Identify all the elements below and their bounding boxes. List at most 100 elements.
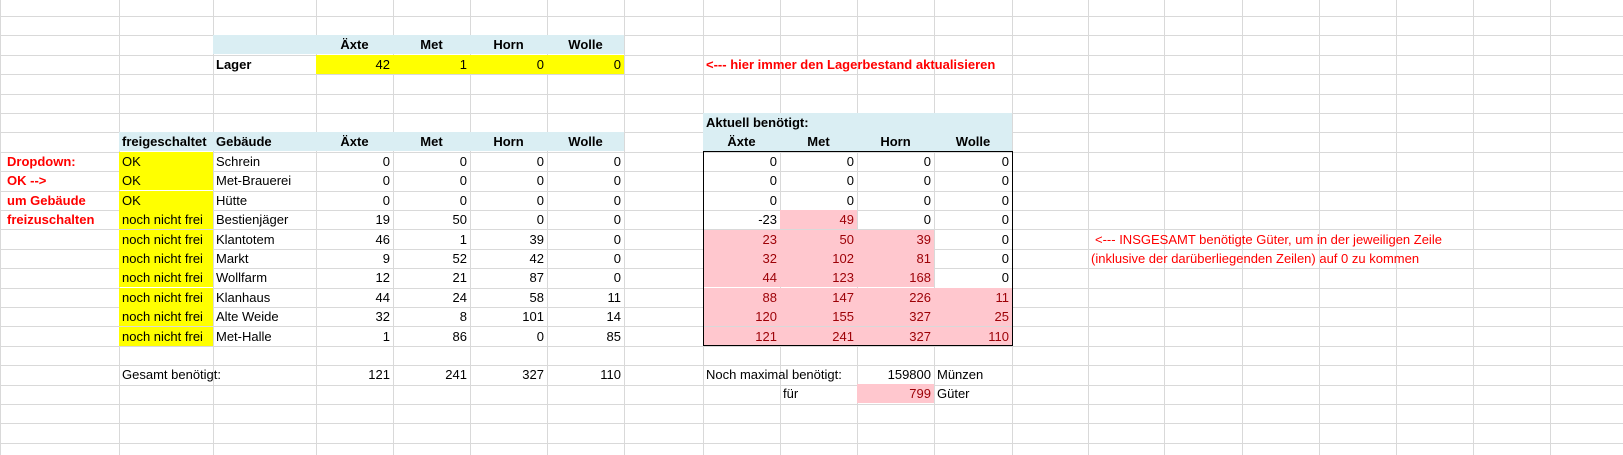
needed-axes: 44 <box>703 268 780 288</box>
building-cost-wool: 0 <box>613 251 621 266</box>
max-needed-value: 159800 <box>887 367 931 382</box>
building-cost-axes: 9 <box>382 251 390 266</box>
buildings-header-axes: Äxte <box>340 134 369 149</box>
building-cost-horn: 0 <box>536 154 544 169</box>
unlock-status-dropdown[interactable]: noch nicht frei <box>119 210 213 230</box>
needed-axes: 121 <box>703 326 780 346</box>
needed-axes: 0 <box>769 154 777 169</box>
needed-header-wool: Wolle <box>955 134 991 149</box>
building-cost-met: 8 <box>459 309 467 325</box>
needed-met: 147 <box>780 287 857 307</box>
unlock-status-dropdown[interactable]: noch nicht frei <box>119 287 213 307</box>
unlock-status-dropdown[interactable]: OK <box>119 152 213 171</box>
building-cost-met: 1 <box>459 231 467 247</box>
needed-wool: 0 <box>1001 270 1009 286</box>
building-name: Klanhaus <box>216 289 271 305</box>
building-cost-horn: 101 <box>522 309 544 325</box>
building-cost-axes: 1 <box>382 328 390 344</box>
building-cost-wool: 0 <box>613 154 621 169</box>
building-name: Hütte <box>216 192 248 208</box>
needed-horn: 226 <box>857 287 934 307</box>
needed-header-horn: Horn <box>880 134 911 149</box>
needed-horn: 0 <box>923 173 931 189</box>
buildings-header-wool: Wolle <box>568 134 603 149</box>
building-cost-axes: 0 <box>382 154 390 169</box>
unlock-status-dropdown[interactable]: noch nicht frei <box>119 229 213 249</box>
needed-axes: 120 <box>703 307 780 327</box>
building-cost-met: 0 <box>459 154 467 169</box>
buildings-header-band <box>119 132 624 151</box>
building-cost-wool: 0 <box>613 173 621 189</box>
needed-horn: 39 <box>857 229 934 249</box>
building-cost-horn: 58 <box>529 289 544 305</box>
needed-axes: 0 <box>769 192 777 208</box>
building-cost-axes: 0 <box>382 173 390 189</box>
needed-header-axes: Äxte <box>727 134 756 149</box>
stock-value-wool[interactable]: 0 <box>547 55 624 74</box>
unlock-status-dropdown[interactable]: noch nicht frei <box>119 326 213 346</box>
needed-met: 123 <box>780 268 857 288</box>
building-cost-met: 86 <box>452 328 467 344</box>
buildings-header-building: Gebäude <box>216 134 272 149</box>
building-name: Wollfarm <box>216 270 268 286</box>
needed-wool: 0 <box>1001 154 1009 169</box>
needed-horn: 327 <box>857 326 934 346</box>
needed-horn: 0 <box>923 154 931 169</box>
needed-wool: 0 <box>1001 251 1009 266</box>
dropdown-note-line: OK --> <box>7 173 47 188</box>
needed-met: 102 <box>780 249 857 268</box>
total-met: 241 <box>445 367 467 382</box>
building-cost-met: 0 <box>459 192 467 208</box>
needed-wool: 0 <box>1001 212 1009 228</box>
unlock-status-dropdown[interactable]: OK <box>119 190 213 210</box>
stock-value-horn[interactable]: 0 <box>470 55 547 74</box>
needed-met: 49 <box>780 210 857 230</box>
needed-met: 50 <box>780 229 857 249</box>
needed-horn: 168 <box>857 268 934 288</box>
building-name: Klantotem <box>216 231 275 247</box>
needed-title: Aktuell benötigt: <box>703 113 1012 132</box>
building-cost-wool: 0 <box>613 212 621 228</box>
max-needed-label: Noch maximal benötigt: <box>706 367 842 382</box>
stock-value-axes[interactable]: 42 <box>316 55 393 74</box>
stock-header-band <box>213 35 624 54</box>
building-cost-wool: 0 <box>613 192 621 208</box>
building-cost-wool: 85 <box>606 328 621 344</box>
building-cost-axes: 12 <box>375 270 390 286</box>
building-cost-wool: 0 <box>613 270 621 286</box>
building-cost-wool: 14 <box>606 309 621 325</box>
unlock-status-dropdown[interactable]: OK <box>119 171 213 191</box>
needed-wool: 25 <box>934 307 1012 327</box>
needed-axes: 88 <box>703 287 780 307</box>
buildings-header-met: Met <box>420 134 443 149</box>
building-name: Met-Brauerei <box>216 173 292 189</box>
needed-wool: 0 <box>1001 192 1009 208</box>
stock-header-axes: Äxte <box>340 37 369 52</box>
building-name: Met-Halle <box>216 328 272 344</box>
total-wool: 110 <box>600 367 621 382</box>
unlock-status-dropdown[interactable]: noch nicht frei <box>119 268 213 288</box>
building-cost-horn: 42 <box>529 251 544 266</box>
needed-axes: 32 <box>703 249 780 268</box>
building-cost-axes: 44 <box>375 289 390 305</box>
max-needed-unit: Münzen <box>937 367 984 382</box>
unlock-status-dropdown[interactable]: noch nicht frei <box>119 307 213 327</box>
building-cost-horn: 0 <box>536 173 544 189</box>
buildings-header-unlocked: freigeschaltet <box>122 134 207 149</box>
needed-note-line: <--- INSGESAMT benötigte Güter, um in de… <box>1095 232 1442 247</box>
building-name: Alte Weide <box>216 309 279 325</box>
stock-label: Lager <box>216 57 252 72</box>
needed-axes: -23 <box>758 212 777 228</box>
dropdown-note-line: freizuschalten <box>7 212 95 227</box>
needed-axes: 23 <box>703 229 780 249</box>
needed-wool: 110 <box>934 326 1012 346</box>
building-cost-horn: 0 <box>536 192 544 208</box>
unlock-status-dropdown[interactable]: noch nicht frei <box>119 249 213 268</box>
building-cost-met: 24 <box>452 289 467 305</box>
total-axes: 121 <box>368 367 390 382</box>
goods-unit: Güter <box>937 386 970 401</box>
stock-value-met[interactable]: 1 <box>393 55 470 74</box>
needed-note-line: (inklusive der darüberliegenden Zeilen) … <box>1091 251 1420 266</box>
needed-met: 0 <box>846 173 854 189</box>
stock-note: <--- hier immer den Lagerbestand aktuali… <box>706 57 996 72</box>
